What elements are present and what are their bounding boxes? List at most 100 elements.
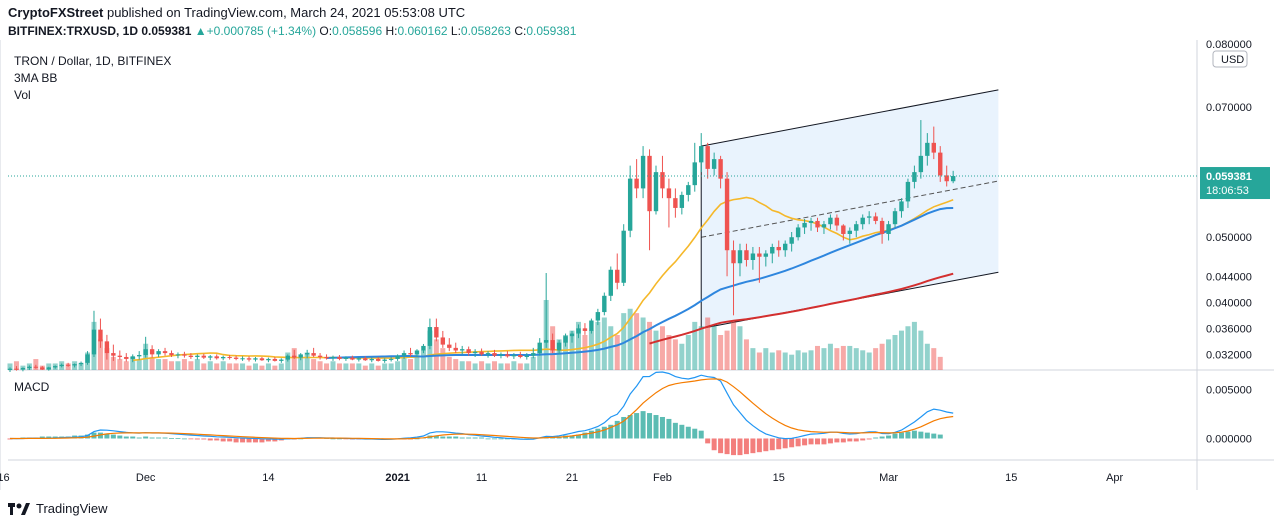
up-arrow-icon: ▲ xyxy=(194,24,207,38)
legend-3ma-bb[interactable]: 3MA BB xyxy=(14,71,57,85)
macd-histogram-bar xyxy=(898,432,904,439)
macd-histogram-bar xyxy=(808,438,814,445)
candle-body xyxy=(653,172,659,212)
volume-bar xyxy=(446,356,452,370)
candle-body xyxy=(440,337,446,345)
candle-body xyxy=(324,356,329,359)
legend-macd[interactable]: MACD xyxy=(14,380,50,394)
macd-histogram-bar xyxy=(679,424,685,439)
candle-body xyxy=(731,250,736,264)
candle-body xyxy=(938,152,943,176)
candle-body xyxy=(879,220,885,234)
candle-body xyxy=(595,312,601,321)
volume-bar xyxy=(252,363,258,370)
macd-histogram-bar xyxy=(847,438,853,442)
candle-body xyxy=(233,357,239,359)
volume-bar xyxy=(802,352,808,370)
volume-bar xyxy=(117,359,123,370)
candle-body xyxy=(860,217,865,225)
volume-bar xyxy=(233,363,239,370)
macd-histogram-bar xyxy=(918,431,924,439)
macd-histogram-bar xyxy=(776,438,782,450)
volume-bar xyxy=(156,359,162,370)
x-tick-label: 15 xyxy=(1005,472,1017,484)
macd-histogram-bar xyxy=(246,438,252,443)
currency-label: USD xyxy=(1221,54,1244,66)
macd-histogram-bar xyxy=(136,437,142,439)
volume-bar xyxy=(608,326,614,370)
volume-bar xyxy=(181,359,187,370)
candle-body xyxy=(505,354,510,357)
volume-bar xyxy=(537,348,543,370)
candle-body xyxy=(899,201,904,212)
macd-histogram-bar xyxy=(640,411,646,439)
candle-body xyxy=(950,176,956,182)
macd-histogram-bar xyxy=(724,438,730,455)
macd-histogram-bar xyxy=(466,437,472,439)
footer-brand[interactable]: TradingView xyxy=(36,501,108,516)
candle-body xyxy=(763,253,769,257)
macd-histogram-bar xyxy=(97,432,103,439)
volume-bar xyxy=(640,317,646,370)
volume-bar xyxy=(414,354,420,370)
candle-body xyxy=(46,367,51,370)
candle-body xyxy=(53,366,58,368)
candle-body xyxy=(518,355,523,357)
price-tick-label: 0.050000 xyxy=(1206,232,1252,244)
candle-body xyxy=(447,344,452,348)
candle-body xyxy=(498,354,504,356)
volume-bar xyxy=(621,313,627,370)
volume-bar xyxy=(123,361,129,370)
candle-body xyxy=(162,351,168,354)
volume-bar xyxy=(7,363,13,370)
legend-vol[interactable]: Vol xyxy=(14,88,31,102)
candle-body xyxy=(550,340,555,351)
volume-bar xyxy=(130,356,136,370)
volume-bar xyxy=(937,356,943,370)
candle-body xyxy=(285,355,290,360)
volume-bar xyxy=(472,363,478,370)
volume-bar xyxy=(369,363,375,370)
volume-bar xyxy=(388,363,394,370)
macd-histogram-bar xyxy=(194,438,200,440)
candle-body xyxy=(104,341,110,354)
author-name[interactable]: CryptoFXStreet xyxy=(8,5,104,20)
macd-histogram-bar xyxy=(46,436,52,439)
macd-histogram-bar xyxy=(440,436,446,439)
candle-body xyxy=(841,225,846,234)
tradingview-logo-icon xyxy=(8,503,30,515)
candle-body xyxy=(866,216,872,218)
macd-histogram-bar xyxy=(795,438,801,447)
candle-body xyxy=(944,175,949,182)
macd-histogram-bar xyxy=(272,438,278,442)
macd-histogram-bar xyxy=(601,426,607,439)
volume-bar xyxy=(336,363,342,370)
volume-bar xyxy=(362,365,368,370)
price-tick-label: 0.080000 xyxy=(1206,40,1252,51)
close-label: C: xyxy=(514,24,527,38)
macd-histogram-bar xyxy=(905,431,911,439)
candle-body xyxy=(20,368,26,370)
volume-bar xyxy=(892,335,898,370)
candle-body xyxy=(149,349,155,355)
legend-title[interactable]: TRON / Dollar, 1D, BITFINEX xyxy=(14,54,171,68)
volume-bar xyxy=(666,335,672,370)
macd-histogram-bar xyxy=(472,437,478,439)
candle-body xyxy=(640,155,646,189)
macd-histogram-bar xyxy=(866,438,872,440)
candle-body xyxy=(343,357,349,359)
candle-body xyxy=(666,188,672,199)
candle-body xyxy=(427,327,433,346)
price-chart[interactable]: 0.070000 0.050000 0.044000 0.040000 0.036000… xyxy=(0,40,1274,496)
volume-bar xyxy=(356,363,362,370)
candle-body xyxy=(802,222,807,228)
candle-body xyxy=(634,178,639,189)
signal-line xyxy=(10,378,954,440)
volume-bar xyxy=(162,359,168,370)
volume-bar xyxy=(349,363,355,370)
candle-body xyxy=(750,253,756,260)
candle-body xyxy=(608,269,613,296)
candle-body xyxy=(563,336,568,343)
macd-histogram-bar xyxy=(498,438,504,440)
candle-body xyxy=(137,355,142,357)
